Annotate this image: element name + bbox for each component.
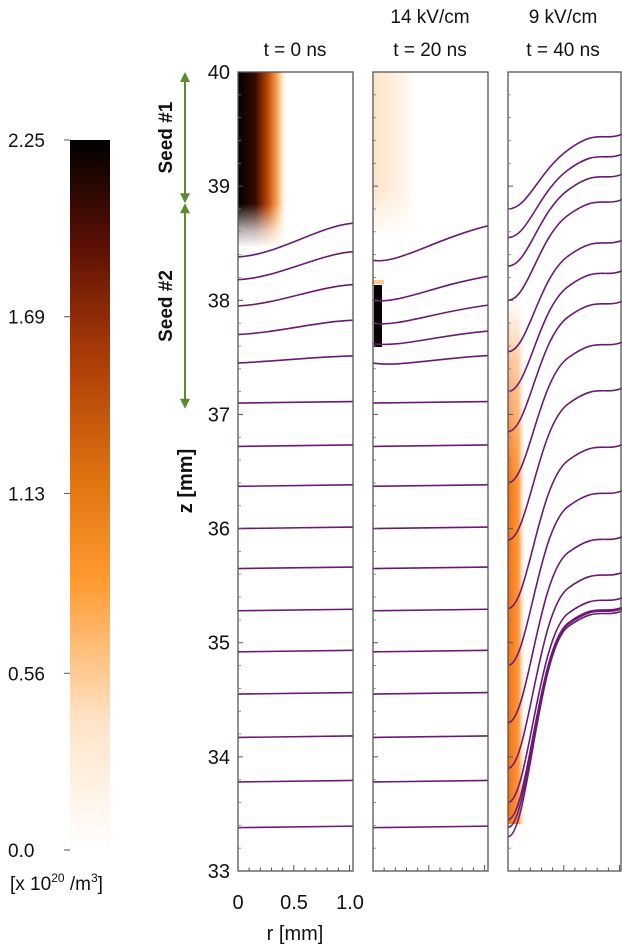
panel3-frame (507, 71, 622, 872)
y-tick-label: 38 (208, 290, 230, 312)
contour-line (508, 490, 622, 667)
y-tick-label: 39 (208, 176, 230, 198)
contour-line (238, 222, 353, 258)
contour-line (238, 608, 353, 612)
colorbar-unit: [x 1020 /m3] (10, 871, 103, 895)
contour-line (373, 779, 488, 783)
colorbar-tick-label: 1.69 (8, 308, 45, 329)
seed-label: Seed #2 (156, 270, 177, 342)
colorbar-gradient (70, 140, 110, 850)
contour-line (508, 610, 622, 838)
colorbar-tick-label: 2.25 (8, 131, 45, 152)
contour-line (238, 444, 353, 448)
contour-line (373, 825, 488, 829)
y-tick-label: 34 (208, 747, 230, 769)
seed1-density-fade (238, 72, 290, 248)
panel1-time-title: t = 0 ns (264, 40, 327, 61)
x-tick-label: 0.5 (280, 892, 308, 914)
y-axis-label: z [mm] (175, 449, 197, 513)
panel2-field-label: 14 kV/cm (390, 7, 469, 28)
streamer-channel-fade (508, 300, 528, 825)
contour-line (373, 649, 488, 653)
x-axis-ticks: 0 0.5 1.0 (232, 865, 621, 914)
contour-line (373, 735, 488, 739)
contour-line (373, 526, 488, 530)
seed-arrow-head-down (180, 398, 190, 409)
contour-line (373, 304, 488, 325)
panel3-time-title: t = 40 ns (526, 40, 599, 61)
y-tick-label: 40 (208, 62, 230, 84)
contour-line (508, 270, 622, 393)
panel2-time-title: t = 20 ns (393, 40, 466, 61)
contour-line (508, 300, 622, 433)
contour-line (373, 354, 488, 365)
contour-line (373, 484, 488, 488)
contour-line (238, 825, 353, 829)
contour-line (238, 484, 353, 488)
contour-line (238, 779, 353, 783)
colorbar: 2.25 1.69 1.13 0.56 0.0 [x 1020 /m3] (8, 131, 110, 895)
contour-line (508, 133, 622, 210)
seed2-head-density (374, 285, 382, 347)
contour-line (373, 225, 488, 262)
contour-line (373, 444, 488, 448)
colorbar-tick-label: 0.0 (8, 841, 34, 862)
contour-line (238, 691, 353, 695)
panel2-contours (373, 225, 488, 829)
contour-line (508, 571, 622, 770)
contour-line (508, 173, 622, 267)
contour-line (238, 319, 353, 336)
contour-line (373, 566, 488, 570)
y-tick-label: 36 (208, 519, 230, 541)
y-axis-ticks: 33 34 35 36 37 38 39 40 (208, 62, 513, 883)
contour-line (508, 341, 622, 484)
contour-line (238, 250, 353, 281)
seed-arrow-head-up (180, 72, 190, 82)
contour-line (373, 691, 488, 695)
contour-line (373, 400, 488, 404)
contour-line (373, 608, 488, 612)
contour-line (508, 198, 622, 302)
panel2-haze-fade (374, 72, 422, 238)
y-tick-label: 35 (208, 633, 230, 655)
contour-line (508, 596, 622, 804)
panel1-contours (238, 222, 353, 829)
colorbar-tick-label: 1.13 (8, 484, 45, 505)
contour-line (238, 355, 353, 364)
contour-line (508, 153, 622, 239)
panel3-density (508, 300, 528, 825)
contour-line (508, 606, 622, 821)
seed-annotations: Seed #1 Seed #2 (156, 72, 190, 409)
contour-line (238, 735, 353, 739)
seed2-head-edge (373, 280, 384, 284)
x-tick-label: 0 (232, 892, 243, 914)
contour-line (238, 400, 353, 404)
contour-line (373, 275, 488, 302)
seed-label: Seed #1 (156, 101, 177, 173)
colorbar-ticks: 2.25 1.69 1.13 0.56 0.0 (8, 131, 70, 862)
panel2-frame (372, 71, 489, 872)
contour-line (238, 649, 353, 653)
seed-arrow-head-down (180, 193, 190, 204)
y-tick-label: 33 (208, 861, 230, 883)
contour-line (238, 566, 353, 570)
panel1-density (238, 72, 290, 248)
contour-line (508, 443, 622, 610)
contour-line (238, 526, 353, 530)
seed-arrow-head-up (180, 203, 190, 214)
contour-line (508, 387, 622, 541)
colorbar-tick-label: 0.56 (8, 664, 45, 685)
panel1-frame (237, 71, 354, 872)
x-axis-label: r [mm] (267, 923, 324, 945)
x-tick-label: 1.0 (336, 892, 364, 914)
panel3-contours (508, 133, 622, 838)
y-tick-label: 37 (208, 404, 230, 426)
panel2-density (373, 72, 422, 347)
contour-line (373, 330, 488, 346)
contour-line (238, 283, 353, 307)
contour-line (508, 536, 622, 724)
panel3-field-label: 9 kV/cm (529, 7, 598, 28)
contour-line (508, 239, 622, 353)
